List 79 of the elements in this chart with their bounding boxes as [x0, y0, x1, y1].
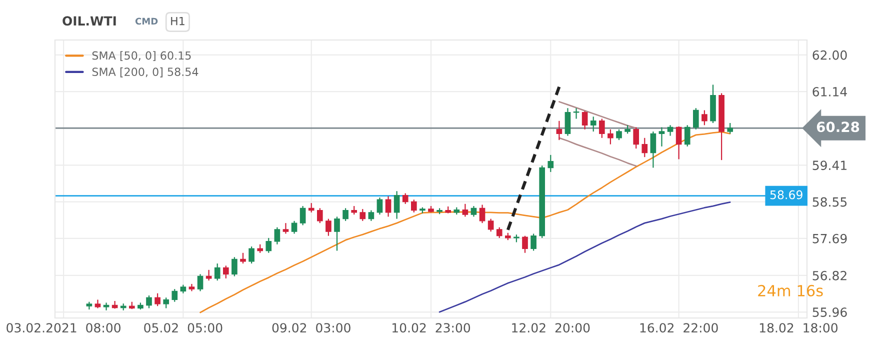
annotation: 24m 16s	[758, 284, 823, 296]
candlestick	[470, 205, 477, 218]
candlestick	[316, 208, 323, 224]
legend-label: SMA [50, 0] 60.15	[92, 51, 191, 62]
candlestick	[103, 302, 110, 311]
candlestick	[692, 108, 699, 130]
candlestick	[642, 137, 648, 158]
candlestick	[650, 130, 656, 168]
candlestick	[479, 204, 486, 224]
x-tick-label: 05.02 05:00	[144, 323, 222, 333]
x-tick-label: 09.02 03:00	[272, 323, 350, 333]
x-tick-label: 10.02 23:00	[392, 323, 470, 333]
candlestick	[368, 210, 374, 222]
candlestick	[522, 235, 528, 254]
candlestick	[308, 202, 314, 213]
candlestick	[410, 199, 417, 213]
y-tick-label: 56.82	[812, 270, 846, 280]
text: CMD	[135, 18, 158, 25]
candlestick	[496, 226, 502, 239]
y-tick-label: 55.96	[812, 308, 847, 317]
candlestick	[402, 192, 408, 204]
candlestick	[530, 233, 536, 252]
x-tick-label: 03.02.2021 08:00	[6, 323, 120, 333]
candlestick	[633, 126, 640, 150]
candlestick	[172, 288, 178, 302]
candlestick	[590, 116, 596, 132]
candlestick	[676, 126, 682, 160]
y-tick-label: 61.14	[812, 86, 847, 96]
ref-line-label: 58.69	[770, 190, 802, 200]
candlestick	[727, 122, 734, 134]
candlestick	[582, 110, 588, 130]
candlestick	[232, 256, 238, 277]
text: H1	[171, 16, 184, 26]
candlestick	[163, 297, 170, 309]
candlestick	[266, 237, 272, 254]
candlestick	[222, 265, 229, 279]
x-tick-label: 12.02 20:00	[512, 323, 590, 333]
candlestick	[616, 128, 622, 141]
candlestick	[326, 218, 332, 236]
x-tick-label: 16.02 22:00	[640, 323, 718, 333]
candlestick	[214, 262, 220, 282]
y-tick-label: 59.41	[812, 160, 846, 170]
candlestick	[300, 205, 306, 226]
candlestick	[462, 203, 468, 218]
line-series	[438, 202, 731, 313]
y-tick-label: 57.69	[812, 234, 847, 244]
candlestick	[667, 124, 674, 136]
candlestick	[240, 252, 246, 264]
candlestick	[342, 208, 348, 222]
line-series	[506, 85, 561, 232]
legend-label: SMA [200, 0] 58.54	[92, 67, 198, 78]
candlestick	[548, 154, 554, 173]
candlestick	[394, 190, 400, 220]
candlestick	[334, 216, 340, 252]
candlestick	[608, 128, 614, 145]
candlestick	[556, 120, 562, 141]
y-tick-label: 58.55	[812, 197, 847, 207]
candlestick	[154, 292, 160, 307]
candlestick	[684, 124, 690, 147]
line-series	[558, 137, 637, 167]
ref-line-label: 60.28	[816, 122, 860, 132]
candlestick	[376, 196, 383, 216]
candlestick	[146, 294, 152, 309]
candlestick	[564, 108, 571, 136]
candlestick	[274, 226, 280, 245]
candlestick	[385, 196, 392, 218]
chart-title: OIL.WTI	[62, 16, 116, 26]
x-tick-label: 18.02 18:00	[760, 323, 838, 333]
candlestick	[282, 222, 289, 234]
candlestick	[488, 218, 494, 232]
candlestick	[197, 274, 204, 292]
candlestick	[291, 220, 298, 234]
candlestick	[598, 118, 605, 138]
candlestick	[206, 269, 212, 282]
candlestick	[360, 208, 366, 222]
y-tick-label: 62.00	[812, 50, 847, 60]
candlestick	[702, 110, 708, 126]
candlestick	[658, 126, 665, 147]
candlestick	[248, 246, 254, 264]
